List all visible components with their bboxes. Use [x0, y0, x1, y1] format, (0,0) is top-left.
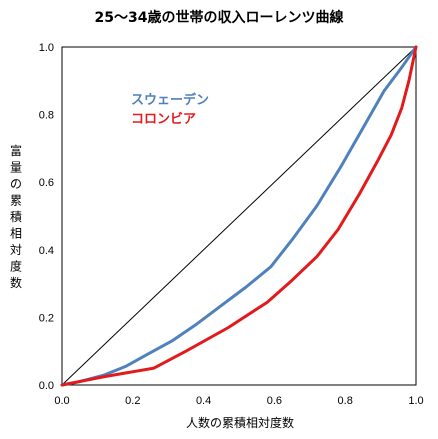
series-line-colombia: [60, 45, 418, 387]
y-tick-label: 0.6: [39, 177, 54, 189]
y-axis-ticks: 0.0 0.2 0.4 0.6 0.8 1.0: [39, 42, 54, 392]
y-axis-label: 富量の累積相対度数: [10, 143, 22, 290]
x-tick-label: 0.4: [196, 395, 211, 407]
chart-title: 25～34歳の世帯の収入ローレンツ曲線: [95, 9, 344, 26]
y-tick-label: 0.4: [39, 245, 54, 257]
x-axis-label: 人数の累積相対度数: [186, 415, 294, 430]
x-tick-label: 0.6: [267, 395, 282, 407]
equality-line: [61, 46, 417, 386]
x-tick-label: 0.8: [338, 395, 353, 407]
x-tick-label: 1.0: [408, 395, 423, 407]
x-tick-label: 0.0: [54, 395, 69, 407]
legend-entry-sweden: スウェーデン: [131, 92, 209, 108]
series-line-sweden: [60, 45, 418, 387]
x-tick-label: 0.2: [125, 395, 140, 407]
legend-entry-colombia: コロンビア: [131, 111, 196, 127]
y-tick-label: 0.0: [39, 380, 54, 392]
series-lines: [60, 45, 418, 387]
y-tick-label: 0.8: [39, 110, 54, 122]
y-tick-label: 1.0: [39, 42, 54, 54]
x-axis-ticks: 0.0 0.2 0.4 0.6 0.8 1.0: [54, 395, 423, 407]
y-tick-label: 0.2: [39, 312, 54, 324]
